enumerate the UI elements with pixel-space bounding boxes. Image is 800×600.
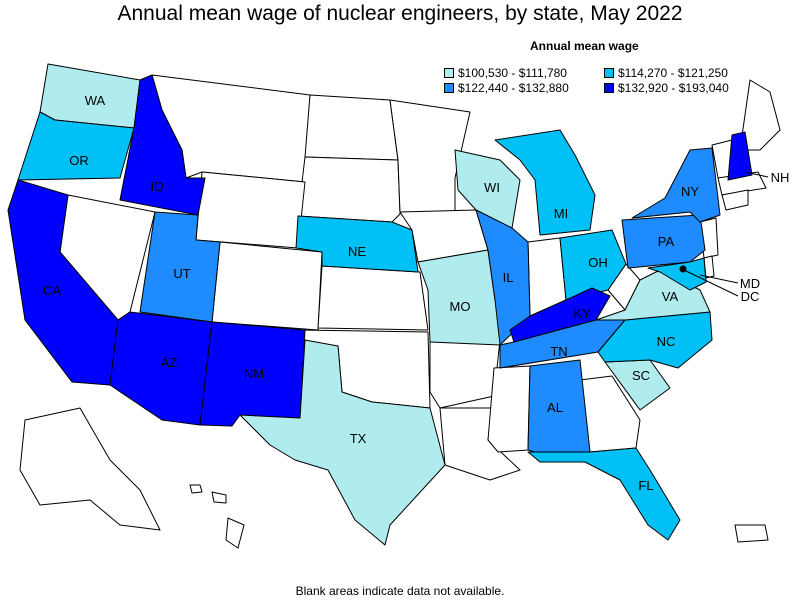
label-AL: AL — [547, 400, 563, 415]
state-CO — [211, 241, 323, 331]
label-TX: TX — [350, 431, 367, 446]
label-WI: WI — [484, 180, 500, 195]
label-NH: NH — [771, 170, 790, 185]
label-AZ: AZ — [161, 355, 178, 370]
state-TX — [239, 339, 446, 546]
state-ND — [304, 94, 399, 161]
state-ME — [739, 79, 781, 151]
legend-swatch — [604, 68, 614, 78]
label-OR: OR — [69, 153, 89, 168]
state-SD — [297, 156, 401, 223]
label-SC: SC — [632, 368, 650, 383]
label-NE: NE — [348, 244, 366, 259]
state-NH — [727, 131, 753, 181]
legend-swatch — [444, 83, 454, 93]
label-MD: MD — [740, 276, 760, 291]
dc-leader-line — [683, 269, 739, 297]
label-NC: NC — [657, 334, 676, 349]
state-OH — [559, 229, 627, 301]
legend-item-tier-2: $114,270 - $121,250 — [604, 66, 728, 80]
state-labels: WA OR CA ID UT AZ NM TX NE MO WI IL MI O… — [43, 93, 789, 493]
legend-label: $100,530 - $111,780 — [458, 66, 567, 80]
legend-item-tier-3: $122,440 - $132,880 — [444, 81, 569, 95]
state-UT — [139, 211, 221, 323]
legend-label: $132,920 - $193,040 — [618, 81, 729, 95]
dc-marker — [679, 265, 687, 273]
state-CT — [721, 189, 749, 211]
label-FL: FL — [638, 478, 653, 493]
legend-swatch — [604, 83, 614, 93]
label-TN: TN — [550, 344, 567, 359]
legend-title: Annual mean wage — [530, 39, 639, 53]
state-KS — [317, 265, 429, 331]
state-MD — [647, 257, 707, 291]
state-WY — [195, 171, 306, 249]
legend-item-tier-1: $100,530 - $111,780 — [444, 66, 567, 80]
nh-leader-line — [744, 171, 769, 178]
state-MI — [494, 129, 596, 236]
territory-PR — [734, 524, 769, 543]
label-KY: KY — [573, 306, 591, 321]
state-AR — [429, 339, 501, 409]
state-OR — [17, 111, 135, 181]
label-NY: NY — [681, 184, 699, 199]
state-NY — [631, 147, 721, 223]
state-PA — [621, 214, 706, 269]
label-NM: NM — [244, 366, 264, 381]
footnote: Blank areas indicate data not available. — [295, 584, 505, 598]
state-MS — [487, 365, 531, 453]
legend-label: $114,270 - $121,250 — [618, 66, 728, 80]
label-PA: PA — [658, 234, 675, 249]
no-data-states — [19, 74, 781, 549]
state-FL — [527, 447, 681, 541]
label-OH: OH — [588, 255, 608, 270]
legend-item-tier-4: $132,920 - $193,040 — [604, 81, 729, 95]
map-title: Annual mean wage of nuclear engineers, b… — [117, 2, 683, 25]
state-HI — [189, 484, 245, 549]
state-ID — [119, 74, 206, 216]
label-MO: MO — [450, 299, 471, 314]
label-DC: DC — [741, 289, 760, 304]
label-IL: IL — [503, 270, 514, 285]
state-NE — [295, 215, 419, 273]
label-UT: UT — [173, 266, 190, 281]
label-MI: MI — [554, 206, 568, 221]
label-VA: VA — [662, 289, 679, 304]
label-ID: ID — [151, 179, 164, 194]
state-AK — [19, 407, 161, 531]
label-WA: WA — [85, 93, 106, 108]
legend-label: $122,440 - $132,880 — [458, 81, 569, 95]
md-leader-line — [699, 274, 739, 284]
label-CA: CA — [43, 283, 61, 298]
legend-swatch — [444, 68, 454, 78]
